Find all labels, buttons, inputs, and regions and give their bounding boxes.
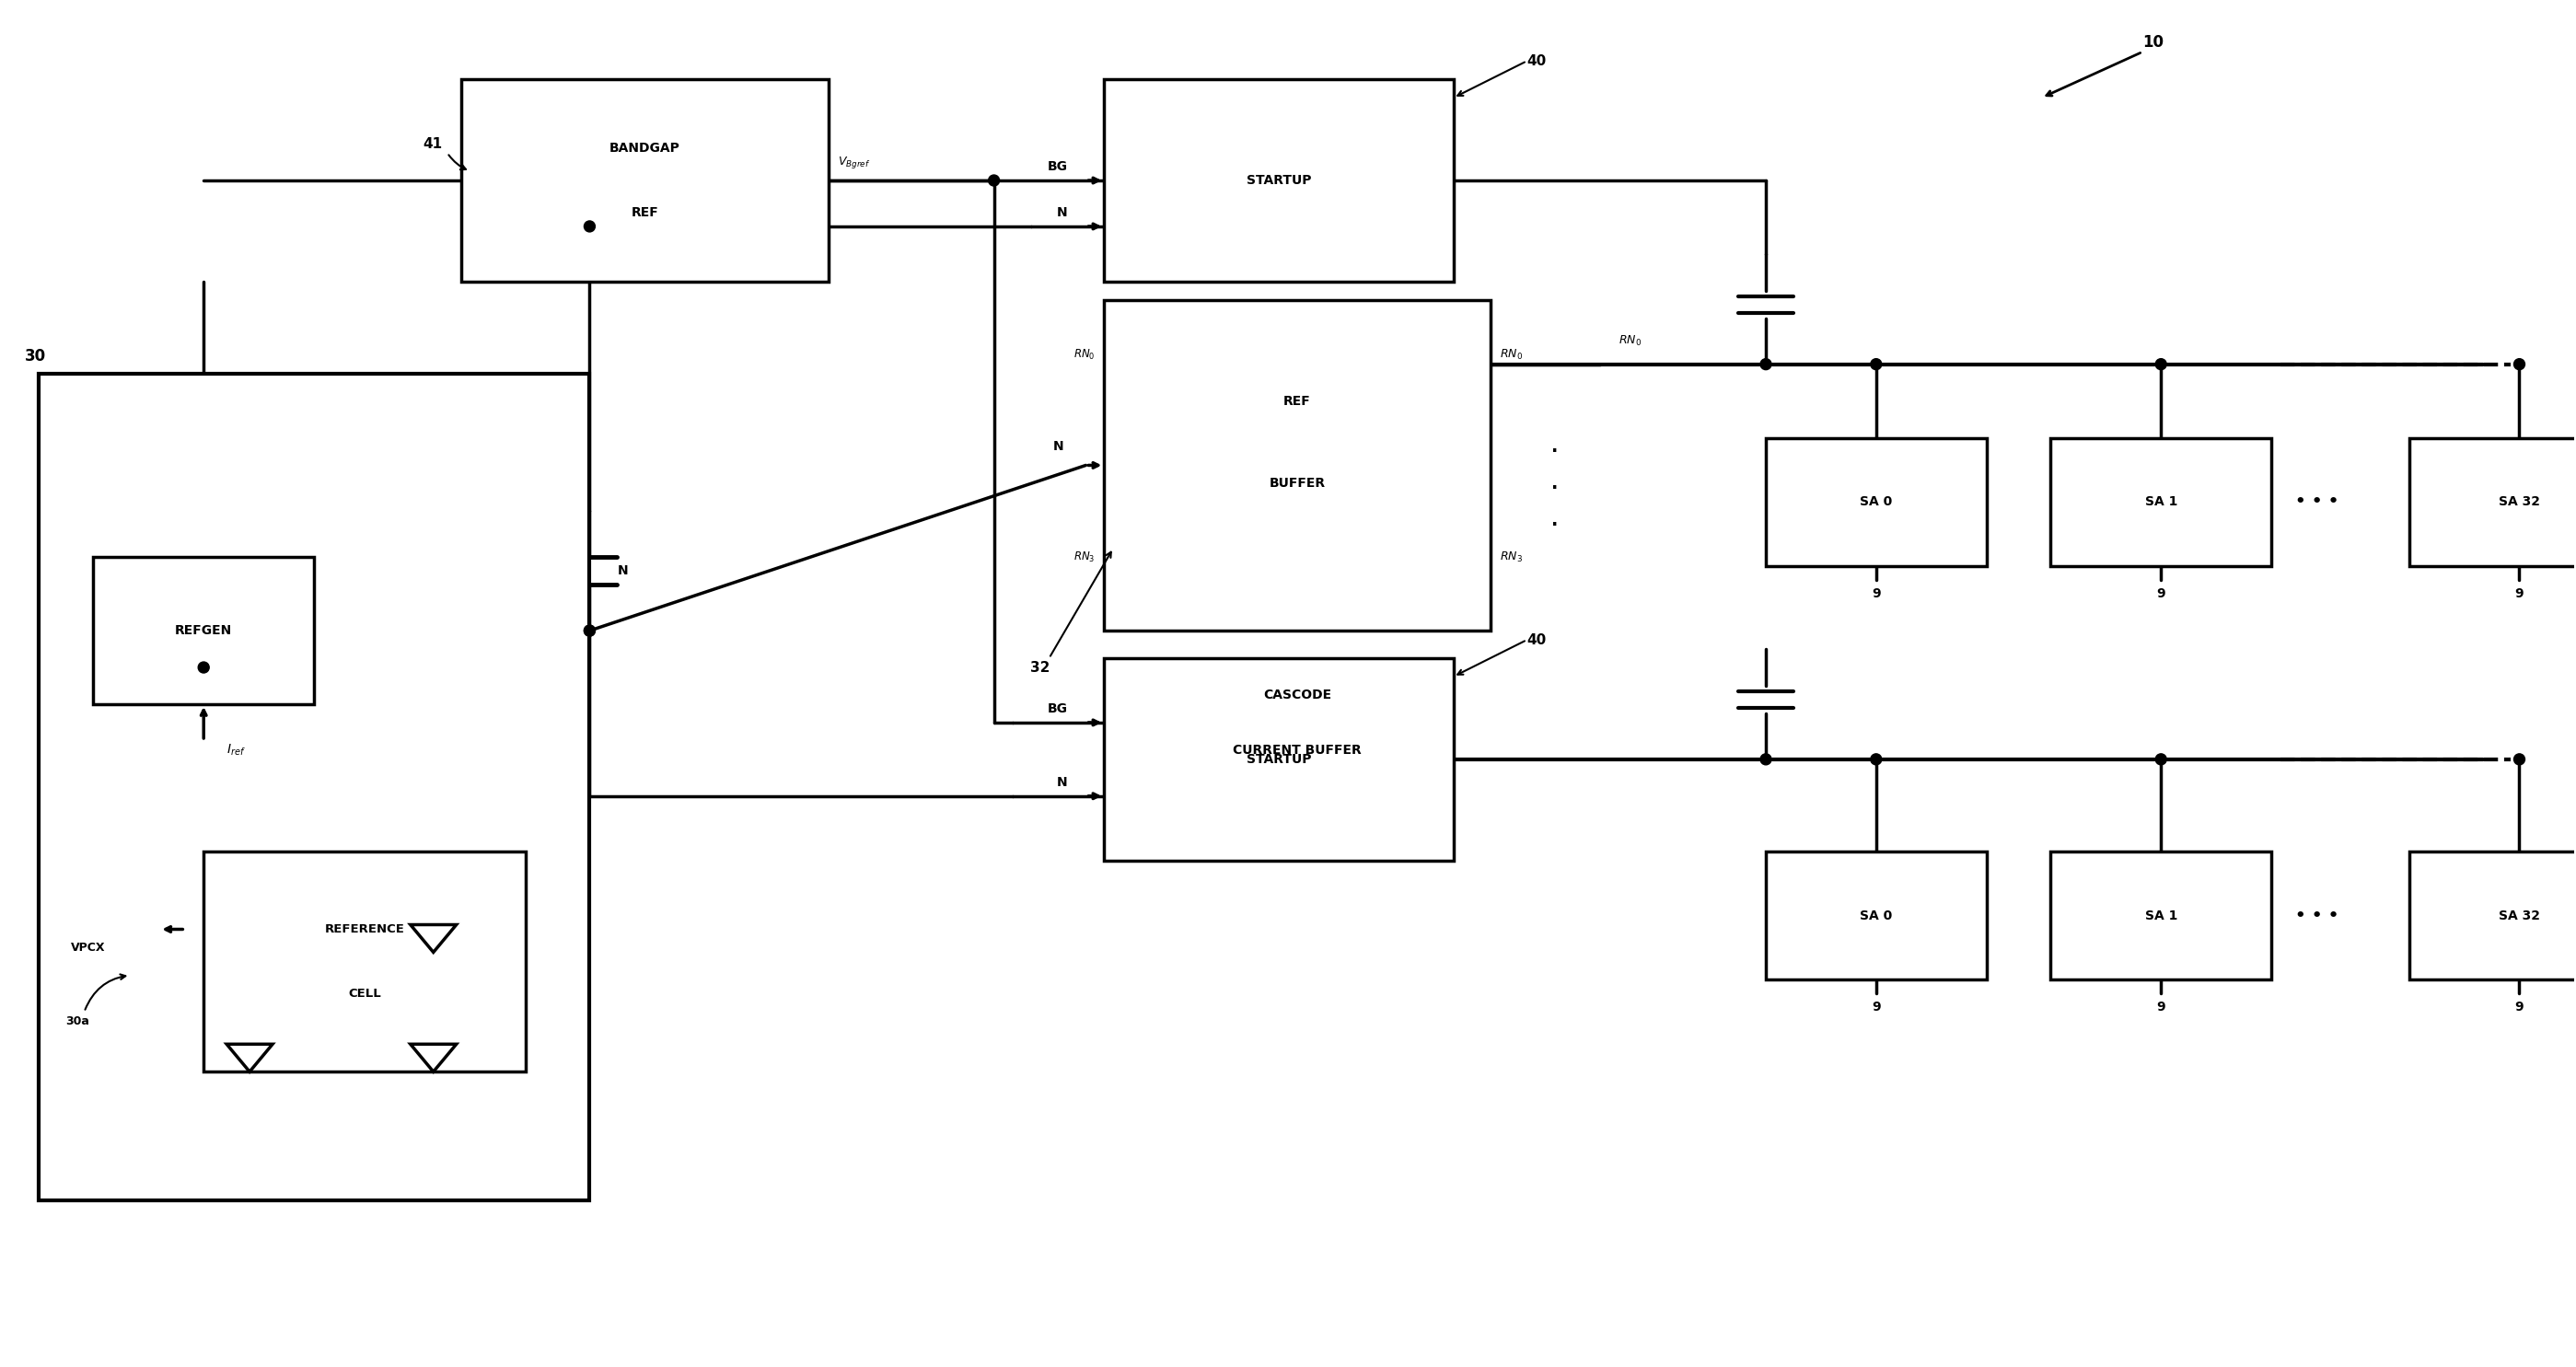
Bar bbox=[1105, 299, 1489, 630]
Circle shape bbox=[2514, 753, 2524, 764]
Text: STARTUP: STARTUP bbox=[1247, 753, 1311, 766]
Text: $RN_3$: $RN_3$ bbox=[1074, 550, 1095, 565]
Text: 9: 9 bbox=[2514, 1001, 2524, 1014]
Text: REF: REF bbox=[631, 206, 659, 219]
Text: SA 32: SA 32 bbox=[2499, 909, 2540, 921]
Bar bbox=[2409, 437, 2576, 566]
Text: BG: BG bbox=[1048, 703, 1066, 715]
Text: 32: 32 bbox=[1030, 660, 1051, 674]
Bar bbox=[1105, 659, 1453, 860]
Circle shape bbox=[2514, 358, 2524, 369]
Bar bbox=[93, 558, 314, 704]
Text: SA 0: SA 0 bbox=[1860, 909, 1893, 921]
Bar bbox=[461, 79, 829, 282]
Text: REFERENCE: REFERENCE bbox=[325, 923, 404, 935]
Text: BUFFER: BUFFER bbox=[1270, 477, 1324, 491]
Circle shape bbox=[1759, 753, 1772, 764]
Circle shape bbox=[989, 175, 999, 186]
Text: .: . bbox=[1551, 439, 1558, 455]
Text: .: . bbox=[1551, 474, 1558, 492]
Text: 40: 40 bbox=[1528, 55, 1546, 68]
Circle shape bbox=[2156, 358, 2166, 369]
Text: SA 1: SA 1 bbox=[2146, 909, 2177, 921]
Circle shape bbox=[1870, 753, 1880, 764]
Text: N: N bbox=[1054, 440, 1064, 454]
Circle shape bbox=[585, 625, 595, 636]
Text: 9: 9 bbox=[1873, 1001, 1880, 1014]
Text: STARTUP: STARTUP bbox=[1247, 174, 1311, 187]
Text: $RN_0$: $RN_0$ bbox=[1499, 349, 1522, 362]
Text: $RN_0$: $RN_0$ bbox=[1618, 335, 1641, 349]
Polygon shape bbox=[410, 1044, 456, 1072]
Text: N: N bbox=[1056, 206, 1066, 219]
Text: SA 1: SA 1 bbox=[2146, 496, 2177, 509]
Text: REFGEN: REFGEN bbox=[175, 625, 232, 637]
Text: • • •: • • • bbox=[2295, 493, 2339, 510]
Text: 9: 9 bbox=[2156, 588, 2166, 600]
Text: $I_{ref}$: $I_{ref}$ bbox=[227, 742, 245, 757]
Text: 30a: 30a bbox=[67, 1016, 90, 1027]
Text: REF: REF bbox=[1283, 395, 1311, 407]
Text: BANDGAP: BANDGAP bbox=[611, 142, 680, 154]
Bar bbox=[1765, 852, 1986, 980]
Text: SA 32: SA 32 bbox=[2499, 496, 2540, 509]
Text: CELL: CELL bbox=[348, 987, 381, 999]
Text: 9: 9 bbox=[2156, 1001, 2166, 1014]
Text: VPCX: VPCX bbox=[70, 942, 106, 954]
Text: .: . bbox=[1551, 511, 1558, 529]
Polygon shape bbox=[227, 1044, 273, 1072]
Circle shape bbox=[1759, 358, 1772, 369]
Text: CURRENT BUFFER: CURRENT BUFFER bbox=[1234, 744, 1363, 756]
Text: BG: BG bbox=[1048, 160, 1066, 174]
Text: 40: 40 bbox=[1528, 633, 1546, 647]
Bar bbox=[2050, 437, 2272, 566]
Text: SA 0: SA 0 bbox=[1860, 496, 1893, 509]
Circle shape bbox=[585, 625, 595, 636]
Text: $V_{Bgref}$: $V_{Bgref}$ bbox=[837, 154, 871, 170]
Text: 10: 10 bbox=[2143, 34, 2164, 51]
Bar bbox=[1105, 79, 1453, 282]
Text: • • •: • • • bbox=[2295, 908, 2339, 924]
Bar bbox=[2409, 852, 2576, 980]
Circle shape bbox=[585, 221, 595, 232]
Text: 9: 9 bbox=[2514, 588, 2524, 600]
Circle shape bbox=[198, 662, 209, 673]
Bar bbox=[39, 373, 590, 1200]
Text: 41: 41 bbox=[422, 137, 443, 150]
Text: 30: 30 bbox=[23, 347, 46, 364]
Text: 9: 9 bbox=[1873, 588, 1880, 600]
Text: $RN_3$: $RN_3$ bbox=[1499, 550, 1522, 565]
Text: $RN_0$: $RN_0$ bbox=[1074, 349, 1095, 362]
Text: N: N bbox=[618, 565, 629, 577]
Polygon shape bbox=[410, 924, 456, 953]
Bar bbox=[204, 852, 526, 1072]
Text: CASCODE: CASCODE bbox=[1262, 689, 1332, 701]
Bar bbox=[1765, 437, 1986, 566]
Circle shape bbox=[1870, 358, 1880, 369]
Circle shape bbox=[2156, 753, 2166, 764]
Bar bbox=[2050, 852, 2272, 980]
Text: N: N bbox=[1056, 776, 1066, 789]
